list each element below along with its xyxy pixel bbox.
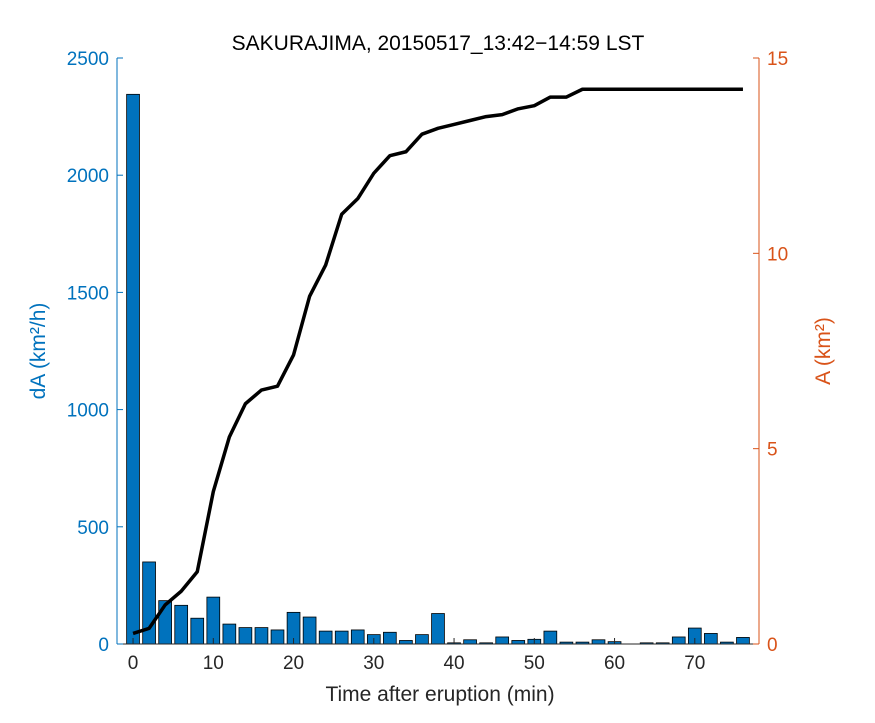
bar [704,633,718,645]
y-left-tick-label: 500 [77,518,109,539]
bar [383,631,397,645]
bar [350,629,365,645]
bar [736,637,750,645]
bar [254,627,269,645]
x-axis-label: Time after eruption (min) [325,683,554,706]
x-tick-label: 0 [128,653,139,674]
y-axis-left-label: dA (km²/h) [27,303,50,400]
x-tick-label: 70 [684,653,705,674]
bar [190,617,205,645]
y-left-tick-label: 1500 [67,283,109,304]
bar [302,616,317,645]
bar-series [126,93,750,645]
ticks: 0 10 20 30 40 50 60 70 0 500 1000 1500 2000 2500 0 5 10 1… [67,49,788,674]
bar [671,636,686,645]
bar [174,604,189,645]
bar [415,634,429,645]
x-tick-label: 30 [363,653,384,674]
bar [142,561,156,645]
bar [318,630,333,645]
y-left-tick-label: 2000 [67,166,109,187]
bar [334,630,349,645]
y-axis-right-label: A (km²) [812,317,835,385]
bar [399,640,413,645]
y-left-tick-label: 1000 [67,401,109,422]
bar [543,630,558,645]
cumulative-area-line [132,87,743,636]
bar [238,627,253,645]
bar [206,596,221,645]
chart-title: SAKURAJIMA, 20150517_13:42−14:59 LST [232,32,645,55]
bar [431,613,445,645]
axes [116,58,760,645]
y-right-tick-label: 10 [767,244,788,265]
x-tick-label: 40 [443,653,464,674]
bar [126,93,140,645]
y-left-tick-label: 0 [98,635,109,656]
bar [511,640,526,645]
x-tick-label: 60 [604,653,625,674]
bar [222,623,237,645]
y-right-tick-label: 0 [767,635,778,656]
x-tick-label: 50 [524,653,545,674]
y-right-tick-label: 5 [767,440,778,461]
x-tick-label: 20 [283,653,304,674]
bar [495,636,510,645]
bar [270,629,285,645]
bar [463,639,477,645]
y-right-tick-label: 15 [767,49,788,70]
x-tick-label: 10 [203,653,224,674]
bar [591,639,606,645]
y-left-tick-label: 2500 [67,49,109,70]
